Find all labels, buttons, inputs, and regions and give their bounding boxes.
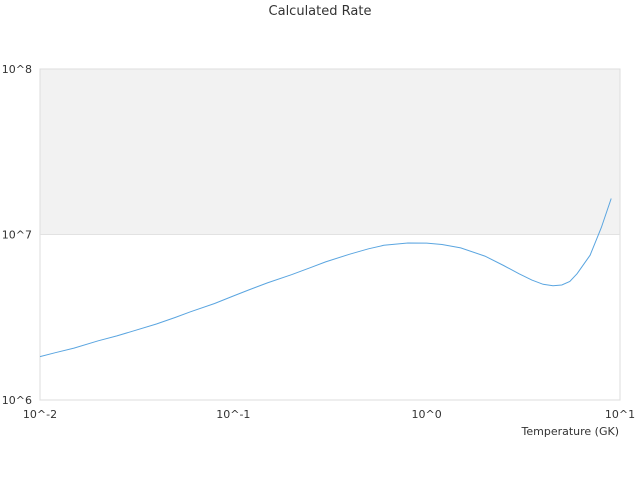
x-tick-label: 10^-2 bbox=[23, 408, 57, 421]
x-axis-label: Temperature (GK) bbox=[521, 425, 620, 438]
chart-title: Calculated Rate bbox=[268, 4, 372, 19]
series-layer bbox=[39, 198, 612, 358]
x-tick-label: 10^0 bbox=[412, 408, 442, 421]
x-axis-ticks: 10^-2 10^-1 10^0 10^1 bbox=[23, 408, 635, 421]
x-tick-label: 10^1 bbox=[605, 408, 635, 421]
y-tick-label: 10^7 bbox=[2, 229, 32, 242]
plot-band-layer bbox=[40, 69, 620, 235]
plot-frame bbox=[39, 68, 621, 401]
y-tick-label: 10^8 bbox=[2, 63, 32, 76]
series-line-1 bbox=[39, 198, 612, 358]
x-tick-label: 10^-1 bbox=[216, 408, 250, 421]
y-axis-ticks: 10^6 10^7 10^8 bbox=[2, 63, 32, 407]
plot-band-upper bbox=[40, 69, 620, 235]
y-tick-label: 10^6 bbox=[2, 394, 32, 407]
